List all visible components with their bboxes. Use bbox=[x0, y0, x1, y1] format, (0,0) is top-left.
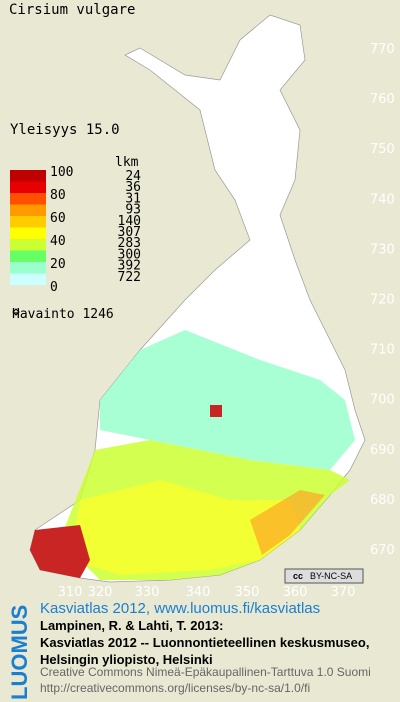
northing-label: 720 bbox=[370, 293, 395, 308]
scale-label: 40 bbox=[50, 234, 66, 249]
easting-label: 350 bbox=[235, 585, 260, 600]
easting-label: 310 bbox=[58, 585, 83, 600]
northing-label: 670 bbox=[370, 543, 395, 558]
northing-label: 710 bbox=[370, 343, 395, 358]
northing-label: 700 bbox=[370, 393, 395, 408]
license-badge-text: BY-NC-SA bbox=[310, 571, 352, 581]
count-label: 722 bbox=[118, 270, 141, 285]
observation-marker bbox=[12, 308, 20, 316]
frequency: Yleisyys 15.0 bbox=[10, 122, 120, 138]
count-label: 300 bbox=[118, 247, 141, 262]
northing-label: 760 bbox=[370, 92, 395, 107]
easting-label: 360 bbox=[283, 585, 308, 600]
legend-swatch bbox=[10, 250, 46, 262]
scale-label: 80 bbox=[50, 188, 66, 203]
count-label: 93 bbox=[125, 203, 141, 218]
count-label: 392 bbox=[118, 259, 141, 274]
easting-label: 340 bbox=[186, 585, 211, 600]
easting-label: 370 bbox=[331, 585, 356, 600]
scale-label: 100 bbox=[50, 165, 73, 180]
occurrence-shading bbox=[30, 330, 355, 580]
atlas-link[interactable]: Kasviatlas 2012, www.luomus.fi/kasviatla… bbox=[40, 600, 320, 617]
license-badge bbox=[284, 568, 364, 584]
logo: LUOMUS bbox=[7, 605, 32, 700]
legend-swatch bbox=[10, 239, 46, 251]
northing-label: 680 bbox=[370, 493, 395, 508]
legend-swatch bbox=[10, 216, 46, 228]
legend-swatch bbox=[10, 204, 46, 216]
species-title: Cirsium vulgare bbox=[9, 2, 135, 18]
legend-swatch bbox=[10, 181, 46, 193]
cc-icon: cc bbox=[293, 571, 303, 581]
count-label: 36 bbox=[125, 180, 141, 195]
legend-swatch bbox=[10, 193, 46, 205]
northing-label: 730 bbox=[370, 242, 395, 257]
easting-label: 330 bbox=[135, 585, 160, 600]
observations: Havainto 1246 bbox=[12, 307, 114, 322]
scale-label: 0 bbox=[50, 280, 58, 295]
license-url[interactable]: http://creativecommons.org/licenses/by-n… bbox=[40, 681, 310, 695]
legend-swatch bbox=[10, 273, 46, 285]
northing-label: 690 bbox=[370, 443, 395, 458]
count-label: 31 bbox=[125, 191, 141, 206]
count-label: 140 bbox=[118, 214, 141, 229]
easting-label: 320 bbox=[88, 585, 113, 600]
scale-label: 20 bbox=[50, 257, 66, 272]
count-label: 283 bbox=[118, 236, 141, 251]
northing-label: 740 bbox=[370, 192, 395, 207]
license: Creative Commons Nimeä-Epäkaupallinen-Ta… bbox=[40, 665, 371, 679]
legend-swatch bbox=[10, 262, 46, 274]
count-label: 24 bbox=[125, 169, 141, 184]
northing-label: 770 bbox=[370, 42, 395, 57]
citation-line: Kasviatlas 2012 -- Luonnontieteellinen k… bbox=[40, 635, 369, 650]
citation-line: Lampinen, R. & Lahti, T. 2013: bbox=[40, 618, 223, 633]
scale-label: 60 bbox=[50, 211, 66, 226]
northing-label: 750 bbox=[370, 142, 395, 157]
legend-swatch bbox=[10, 170, 46, 182]
count-header: lkm bbox=[115, 155, 139, 170]
count-label: 307 bbox=[118, 225, 141, 240]
citation-line: Helsingin yliopisto, Helsinki bbox=[40, 652, 213, 667]
legend-swatch bbox=[10, 227, 46, 239]
